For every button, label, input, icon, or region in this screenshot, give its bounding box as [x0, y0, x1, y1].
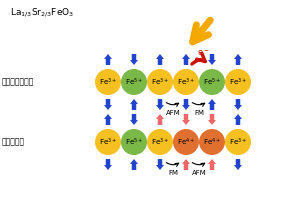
Polygon shape: [234, 54, 242, 65]
Polygon shape: [234, 159, 242, 170]
Polygon shape: [234, 99, 242, 110]
Text: FM: FM: [168, 170, 178, 176]
Text: $\mathrm{Fe}^{4+}$: $\mathrm{Fe}^{4+}$: [203, 136, 221, 148]
Polygon shape: [208, 99, 216, 110]
Circle shape: [199, 129, 225, 155]
Polygon shape: [234, 114, 242, 125]
Circle shape: [95, 69, 121, 95]
Text: FM: FM: [194, 110, 204, 116]
Text: $\mathrm{Fe}^{3+}$: $\mathrm{Fe}^{3+}$: [99, 76, 117, 88]
Polygon shape: [130, 159, 138, 170]
Text: $\mathrm{Fe}^{3+}$: $\mathrm{Fe}^{3+}$: [229, 76, 247, 88]
Text: AFM: AFM: [192, 170, 206, 176]
Polygon shape: [208, 159, 216, 170]
Text: $\mathrm{Fe}^{3+}$: $\mathrm{Fe}^{3+}$: [151, 136, 169, 148]
Polygon shape: [156, 159, 164, 170]
Polygon shape: [182, 99, 190, 110]
Text: La$_{1/3}$Sr$_{2/3}$FeO$_3$: La$_{1/3}$Sr$_{2/3}$FeO$_3$: [10, 6, 74, 19]
Circle shape: [225, 69, 251, 95]
Circle shape: [173, 129, 199, 155]
Text: e$^-$: e$^-$: [197, 48, 209, 58]
Polygon shape: [130, 99, 138, 110]
Polygon shape: [208, 114, 216, 125]
Circle shape: [147, 129, 173, 155]
Polygon shape: [182, 114, 190, 125]
Text: $\mathrm{Fe}^{3+}$: $\mathrm{Fe}^{3+}$: [177, 76, 195, 88]
Polygon shape: [156, 99, 164, 110]
Text: レーザー光照射: レーザー光照射: [2, 77, 34, 86]
Polygon shape: [130, 114, 138, 125]
Text: $\mathrm{Fe}^{3+}$: $\mathrm{Fe}^{3+}$: [229, 136, 247, 148]
Text: $\mathrm{Fe}^{5+}$: $\mathrm{Fe}^{5+}$: [125, 76, 143, 88]
Polygon shape: [130, 54, 138, 65]
Circle shape: [121, 69, 147, 95]
Circle shape: [147, 69, 173, 95]
Text: $\mathrm{Fe}^{5+}$: $\mathrm{Fe}^{5+}$: [203, 76, 221, 88]
Circle shape: [199, 69, 225, 95]
Text: $\mathrm{Fe}^{3+}$: $\mathrm{Fe}^{3+}$: [99, 136, 117, 148]
Text: $\mathrm{Fe}^{4+}$: $\mathrm{Fe}^{4+}$: [177, 136, 195, 148]
Circle shape: [95, 129, 121, 155]
Polygon shape: [156, 114, 164, 125]
Polygon shape: [104, 159, 112, 170]
Polygon shape: [182, 159, 190, 170]
Text: AFM: AFM: [166, 110, 180, 116]
Circle shape: [225, 129, 251, 155]
Polygon shape: [156, 54, 164, 65]
Text: 電荷再配置: 電荷再配置: [2, 138, 25, 146]
Polygon shape: [104, 54, 112, 65]
Polygon shape: [104, 114, 112, 125]
Circle shape: [121, 129, 147, 155]
Polygon shape: [182, 54, 190, 65]
Text: $\mathrm{Fe}^{3+}$: $\mathrm{Fe}^{3+}$: [151, 76, 169, 88]
Polygon shape: [208, 54, 216, 65]
Circle shape: [173, 69, 199, 95]
Text: $\mathrm{Fe}^{5+}$: $\mathrm{Fe}^{5+}$: [125, 136, 143, 148]
Polygon shape: [104, 99, 112, 110]
